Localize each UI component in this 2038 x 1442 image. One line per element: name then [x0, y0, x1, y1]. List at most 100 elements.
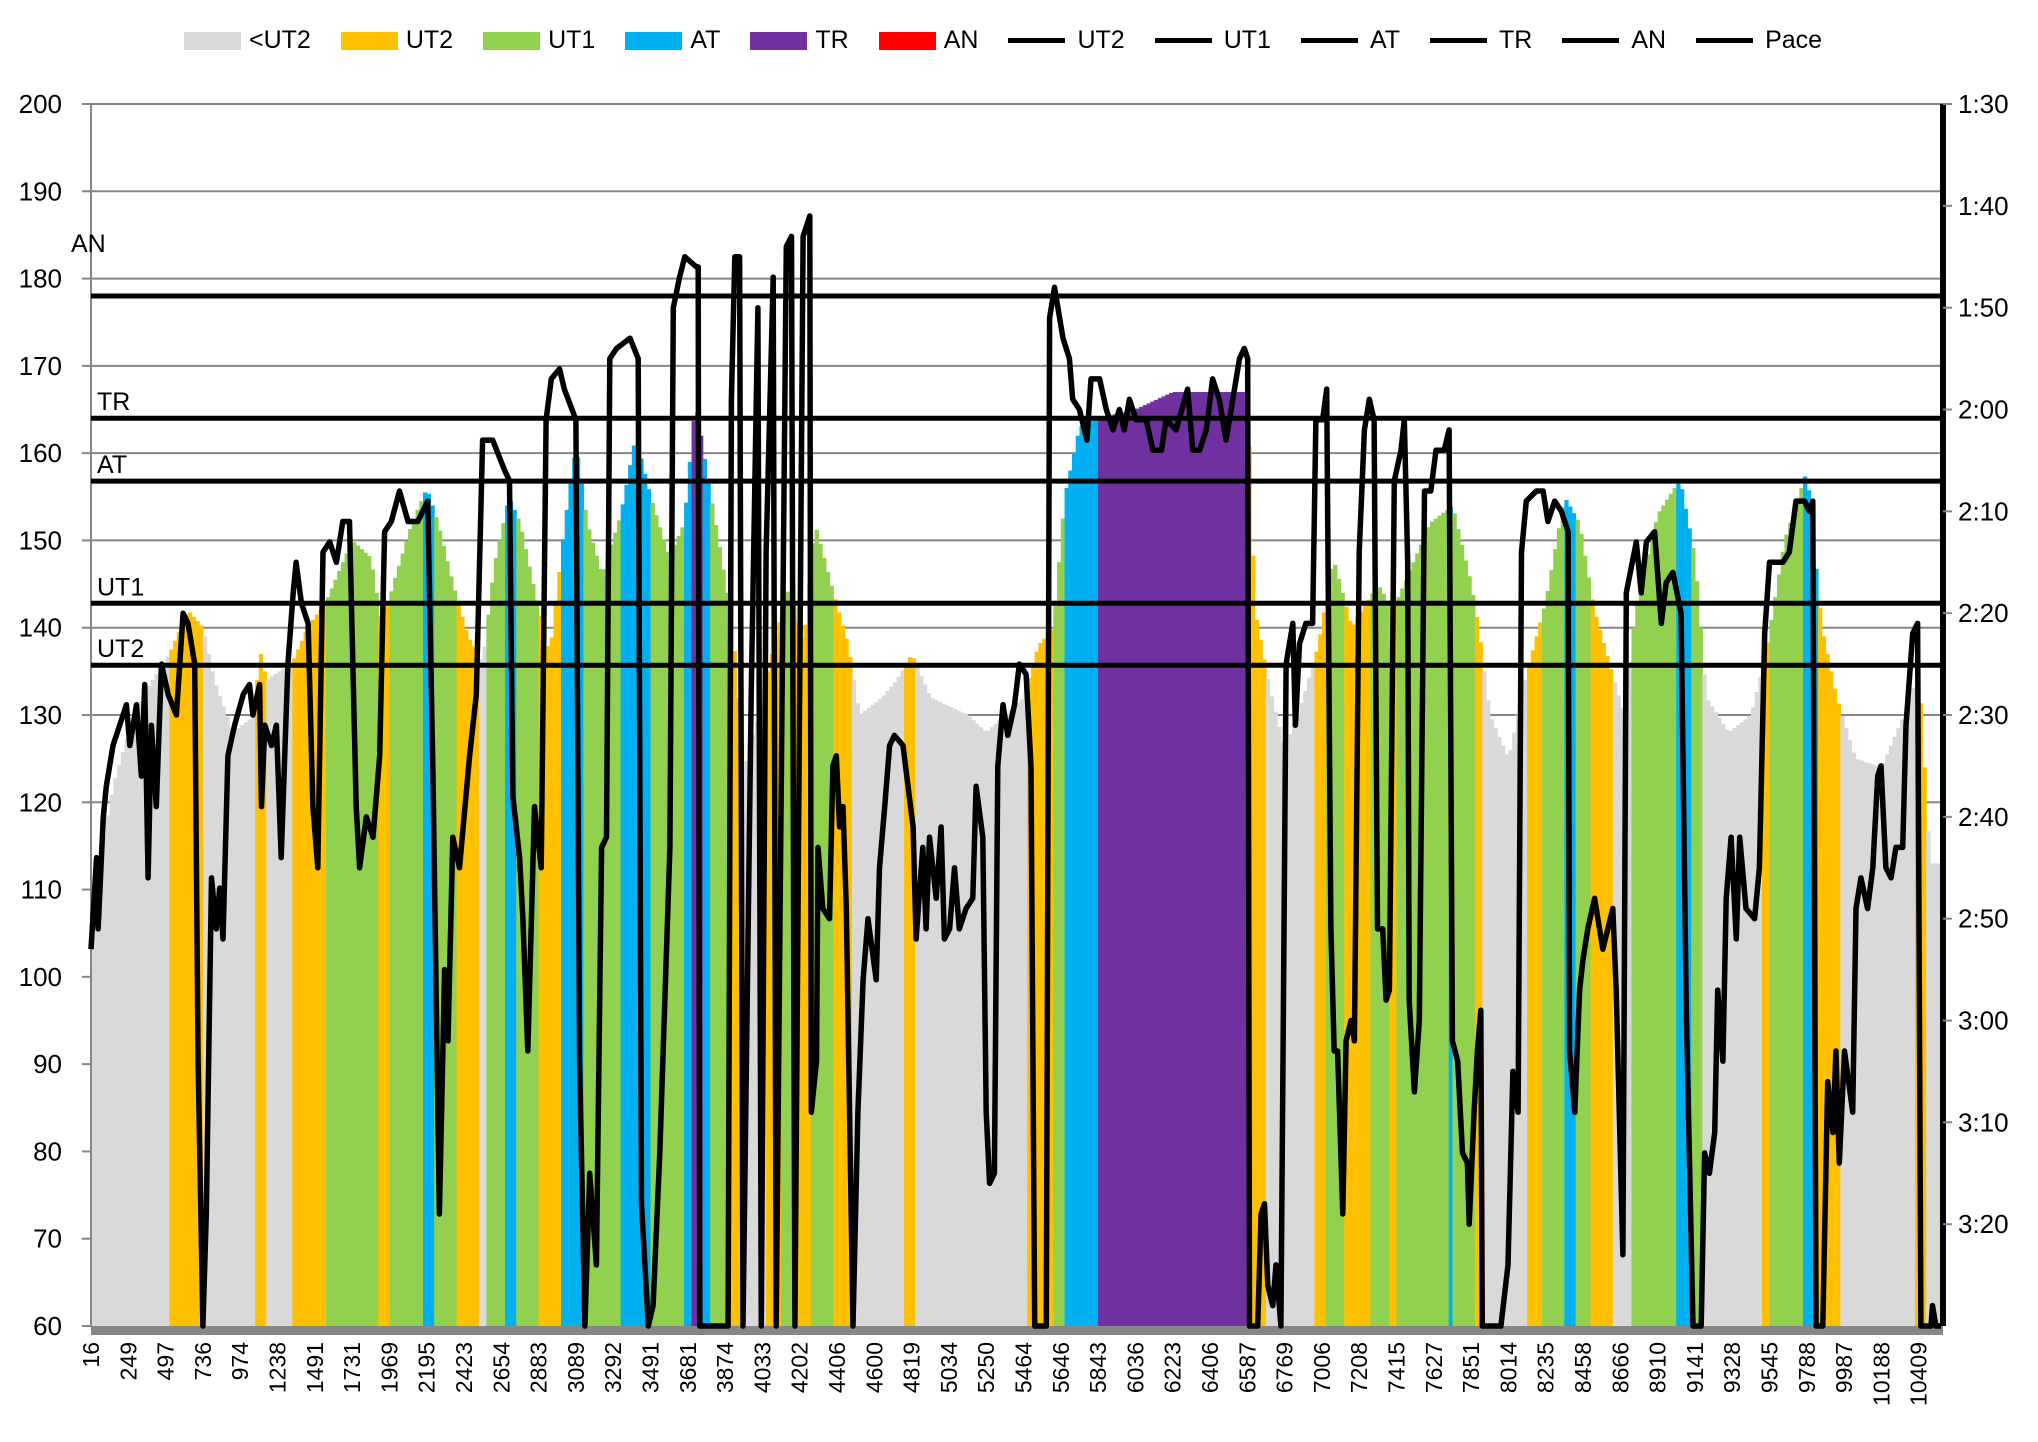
hr-bar — [1277, 727, 1282, 1326]
x-tick-label: 5646 — [1048, 1342, 1074, 1393]
hr-bar — [937, 701, 943, 1326]
x-tick-label: 8666 — [1607, 1342, 1633, 1393]
hr-bar — [1251, 555, 1256, 1326]
hr-bar — [299, 640, 305, 1326]
hr-bar — [1534, 636, 1539, 1326]
x-tick-label: 5843 — [1085, 1342, 1111, 1393]
hr-bar — [1336, 578, 1342, 1326]
hr-bar — [1299, 702, 1304, 1326]
hr-bar — [560, 539, 566, 1326]
hr-bar — [1004, 713, 1010, 1326]
y-tick-label: 130 — [19, 700, 62, 730]
legend-item-line-an: AN — [1562, 26, 1666, 55]
hr-bar — [139, 701, 144, 1326]
y-tick-label: 120 — [19, 787, 62, 817]
y-tick-label: 160 — [19, 438, 62, 468]
x-tick-label: 1731 — [339, 1342, 365, 1393]
hr-bar — [1803, 476, 1808, 1326]
hr-bar — [1023, 690, 1028, 1326]
legend-item-line-tr: TR — [1430, 26, 1532, 55]
x-tick-label: 6223 — [1160, 1342, 1186, 1393]
hr-bar — [1512, 732, 1517, 1326]
hr-bar — [672, 544, 678, 1326]
hr-bar — [1691, 548, 1696, 1326]
hr-bar — [1743, 719, 1748, 1326]
hr-bar — [557, 572, 562, 1326]
hr-bar — [210, 671, 215, 1326]
hr-bar — [1463, 560, 1468, 1326]
hr-bar — [1530, 650, 1536, 1326]
x-tick-label: 5034 — [936, 1342, 962, 1393]
hr-bar — [1008, 709, 1013, 1326]
x-tick-label: 16 — [78, 1342, 104, 1368]
y-tick-label: 70 — [33, 1224, 62, 1254]
x-tick-label: 4406 — [824, 1342, 850, 1393]
hr-bar — [1113, 414, 1118, 1326]
hr-bar — [710, 503, 715, 1326]
x-tick-label: 6769 — [1272, 1342, 1298, 1393]
legend-item-bar-ut1: UT1 — [483, 26, 595, 55]
hr-bar — [1165, 394, 1170, 1326]
hr-bar — [191, 616, 197, 1326]
hr-bar — [1847, 740, 1853, 1326]
hr-bar — [1430, 521, 1435, 1326]
hr-bar — [1157, 398, 1163, 1327]
hr-bar — [1075, 435, 1081, 1327]
hr-bar — [1650, 538, 1655, 1326]
y-tick-label: 190 — [19, 176, 62, 206]
hr-bar — [687, 461, 693, 1326]
hr-bar — [1937, 863, 1942, 1326]
hr-bar — [490, 582, 495, 1326]
hr-bar — [616, 520, 622, 1326]
hr-bar — [1437, 515, 1442, 1326]
hr-bar — [989, 727, 995, 1326]
threshold-label-an: AN — [71, 230, 106, 258]
heart-rate-zone-bars — [91, 392, 1946, 1327]
hr-bar — [262, 671, 267, 1326]
hr-bar — [1504, 754, 1509, 1326]
threshold-label-ut1: UT1 — [97, 573, 144, 601]
hr-bar — [445, 561, 450, 1326]
x-tick-label: 4600 — [861, 1342, 887, 1393]
hr-bar — [1486, 700, 1491, 1326]
hr-bar — [1500, 745, 1506, 1326]
hr-bar — [132, 719, 137, 1326]
hr-bar — [1135, 408, 1140, 1326]
hr-bar — [1243, 392, 1248, 1326]
hr-bar — [650, 502, 655, 1326]
hr-bar — [1836, 703, 1841, 1326]
hr-bar — [1131, 409, 1136, 1327]
hr-bar — [1773, 597, 1778, 1326]
hr-bar — [1497, 736, 1502, 1326]
hr-bar — [1665, 499, 1670, 1326]
hr-bar — [1769, 619, 1774, 1326]
pace-tick-label: 2:20 — [1958, 598, 2009, 628]
hr-bar — [1444, 509, 1450, 1327]
hr-bar — [1896, 728, 1901, 1326]
hr-bar — [1698, 627, 1703, 1326]
hr-bar — [1142, 405, 1148, 1326]
pace-tick-label: 2:40 — [1958, 802, 2009, 832]
x-tick-label: 1491 — [302, 1342, 328, 1393]
x-tick-label: 2195 — [414, 1342, 440, 1393]
hr-bar — [456, 603, 461, 1326]
hr-bar — [229, 727, 234, 1326]
hr-bar — [225, 716, 230, 1326]
threshold-label-tr: TR — [97, 388, 130, 416]
pace-tick-label: 1:40 — [1958, 191, 2009, 221]
legend-swatch — [340, 31, 398, 50]
hr-bar — [747, 747, 752, 1326]
hr-bar — [1493, 728, 1498, 1326]
hr-bar — [911, 658, 916, 1326]
hr-bar — [1127, 410, 1133, 1326]
x-tick-label: 6587 — [1234, 1342, 1260, 1393]
x-tick-label: 2883 — [526, 1342, 552, 1393]
y-tick-label: 170 — [19, 351, 62, 381]
hr-bar — [799, 637, 805, 1326]
hr-bar — [818, 543, 823, 1326]
legend-swatch — [625, 31, 683, 50]
hr-bar — [1706, 700, 1711, 1326]
hr-bar — [307, 625, 312, 1326]
hr-bar — [146, 685, 152, 1326]
hr-bar — [922, 684, 928, 1326]
